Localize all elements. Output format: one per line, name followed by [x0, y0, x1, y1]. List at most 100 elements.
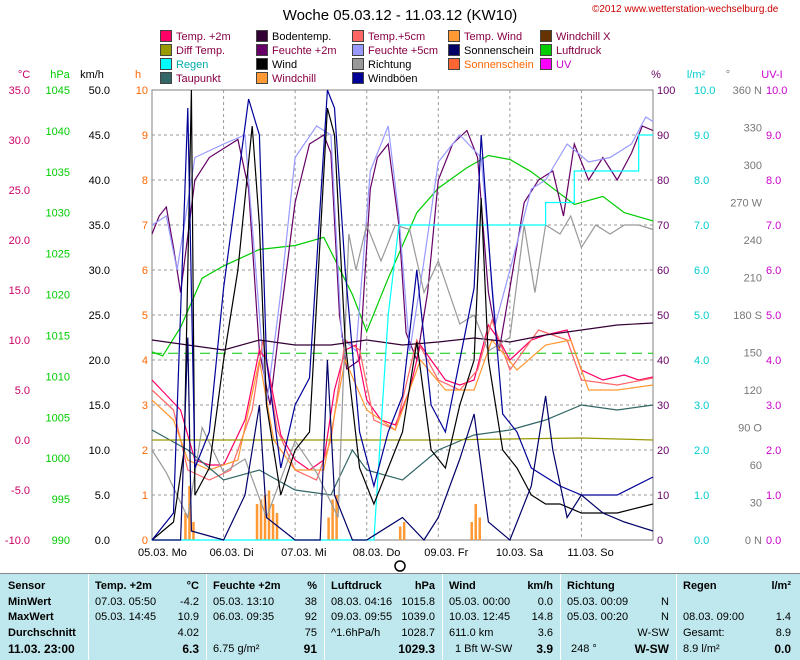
axis-unit: km/h: [80, 69, 104, 81]
wind-beaufort: 1 Bft W-SW: [455, 643, 513, 655]
temp-min-value: -4.2: [180, 596, 199, 608]
legend-label: Diff Temp.: [176, 45, 226, 57]
copyright: ©2012 www.wetterstation-wechselburg.de: [592, 4, 779, 15]
axis-unit: l/m²: [687, 69, 706, 81]
axis-tick-label: 1010: [46, 371, 70, 383]
legend-item: Richtung: [352, 58, 411, 72]
direction-min-time: 05.03. 00:09: [567, 596, 629, 608]
direction-max-value: N: [661, 611, 669, 623]
axis-tick-label: 1020: [46, 290, 70, 302]
legend-label: Bodentemp.: [272, 31, 332, 43]
direction-avg: W-SW: [637, 627, 669, 639]
series-line: [151, 322, 654, 351]
axis-tick-label: 10.0: [766, 85, 787, 97]
pressure-header: Luftdruck: [331, 580, 382, 592]
stats-direction-col: Richtung 05.03. 00:09 N 05.03. 00:20 N W-S…: [560, 574, 677, 660]
sensor-header: Sensor: [8, 580, 46, 592]
sunshine-bar: [267, 490, 271, 540]
axis-tick-label: 0: [142, 535, 148, 547]
axis-tick-label: 1025: [46, 249, 70, 261]
wind-avg: 3.6: [537, 627, 553, 639]
direction-min-value: N: [661, 596, 669, 608]
wind-min-value: 0.0: [537, 596, 553, 608]
axis-tick-label: 30: [750, 498, 762, 510]
temp-header: Temp. +2m: [95, 580, 152, 592]
sunshine-bar: [263, 495, 267, 540]
stats-temp-col: Temp. +2m °C 07.03. 05:50 -4.2 05.03. 14:4…: [88, 574, 207, 660]
axis-tick-label: 2.0: [694, 445, 709, 457]
axis-tick-label: 1000: [46, 453, 70, 465]
rain-total: 8.9: [775, 627, 791, 639]
legend-item: Diff Temp.: [160, 44, 225, 58]
time-marker: [394, 560, 406, 572]
legend-swatch: [160, 30, 172, 42]
pressure-trend: ^1.6hPa/h: [331, 627, 381, 639]
axis-tick-label: 9.0: [766, 130, 781, 142]
legend-swatch: [160, 44, 172, 56]
legend-swatch: [540, 30, 552, 42]
humidity-min-value: 38: [304, 596, 317, 608]
axis-unit: °: [726, 69, 730, 81]
rain-header: Regen: [683, 580, 717, 592]
axis-tick-label: 80: [657, 175, 669, 187]
legend-item: Windchill X: [540, 30, 610, 44]
series-line: [151, 125, 654, 406]
legend-label: Richtung: [368, 59, 412, 71]
sunshine-bar: [331, 499, 334, 540]
axis-tick-label: 330: [744, 123, 762, 135]
axis-tick-label: 3.0: [766, 400, 781, 412]
legend-label: Windchill: [272, 73, 317, 85]
axis-tick-label: -10.0: [5, 535, 30, 547]
axis-tick-label: 0.0: [694, 535, 709, 547]
legend-label: Temp. +2m: [176, 31, 231, 43]
legend-swatch: [256, 30, 268, 42]
sunshine-bar: [398, 526, 402, 540]
axis-tick-label: 35.0: [89, 220, 110, 232]
axis-tick-label: 10.0: [89, 445, 110, 457]
x-tick-label: 09.03. Fr: [424, 547, 468, 559]
axis-tick-label: 1045: [46, 85, 70, 97]
axis-tick-label: 10: [657, 490, 669, 502]
legend-item: Sonnenschein: [448, 44, 534, 58]
humidity-header: Feuchte +2m: [213, 580, 281, 592]
axis-tick-label: 0.0: [15, 435, 30, 447]
max-label: MaxWert: [8, 611, 54, 623]
temp-avg: 4.02: [177, 627, 199, 639]
legend-label: Taupunkt: [176, 73, 221, 85]
pressure-avg: 1028.7: [401, 627, 435, 639]
legend-swatch: [352, 72, 364, 84]
axis-tick-label: 9.0: [694, 130, 709, 142]
weather-chart: °C-10.0-5.00.05.010.015.020.025.030.035.…: [5, 69, 787, 572]
axis-tick-label: 25.0: [9, 185, 30, 197]
rain-max-time: 08.03. 09:00: [683, 611, 745, 623]
series-line: [151, 89, 654, 541]
wind-unit: km/h: [527, 580, 553, 592]
humidity-avg: 75: [304, 627, 317, 639]
axis-tick-label: 360 N: [733, 85, 762, 97]
wind-min-time: 05.03. 00:00: [449, 596, 511, 608]
axis-tick-label: 90: [657, 130, 669, 142]
legend-item: Luftdruck: [540, 44, 601, 58]
legend-label: Regen: [176, 59, 209, 71]
axis-tick-label: 3: [142, 400, 148, 412]
series-line: [151, 154, 654, 357]
legend-item: Windböen: [352, 72, 418, 86]
legend-swatch: [160, 72, 172, 84]
humidity-min-time: 05.03. 13:10: [213, 596, 275, 608]
stats-humidity-col: Feuchte +2m% 05.03. 13:10 38 06.03. 09:35…: [206, 574, 325, 660]
axis-tick-label: 995: [52, 494, 70, 506]
pressure-unit: hPa: [414, 580, 435, 592]
axis-tick-label: 5.0: [15, 385, 30, 397]
wind-distance: 611.0 km: [449, 627, 494, 639]
sunshine-bar: [335, 495, 338, 540]
axis-tick-label: 50: [657, 310, 669, 322]
direction-max-time: 05.03. 00:20: [567, 611, 629, 623]
legend-item: Taupunkt: [160, 72, 221, 86]
chart-title: Woche 05.03.12 - 11.03.12 (KW10): [282, 7, 518, 24]
axis-tick-label: 1005: [46, 412, 70, 424]
legend-item: Temp. +2m: [160, 30, 231, 44]
legend-swatch: [540, 44, 552, 56]
sunshine-bar: [470, 522, 473, 540]
axis-tick-label: 15.0: [89, 400, 110, 412]
chart-legend: Temp. +2m Bodentemp. Temp.+5cm Temp. Wind Wi…: [160, 30, 610, 86]
